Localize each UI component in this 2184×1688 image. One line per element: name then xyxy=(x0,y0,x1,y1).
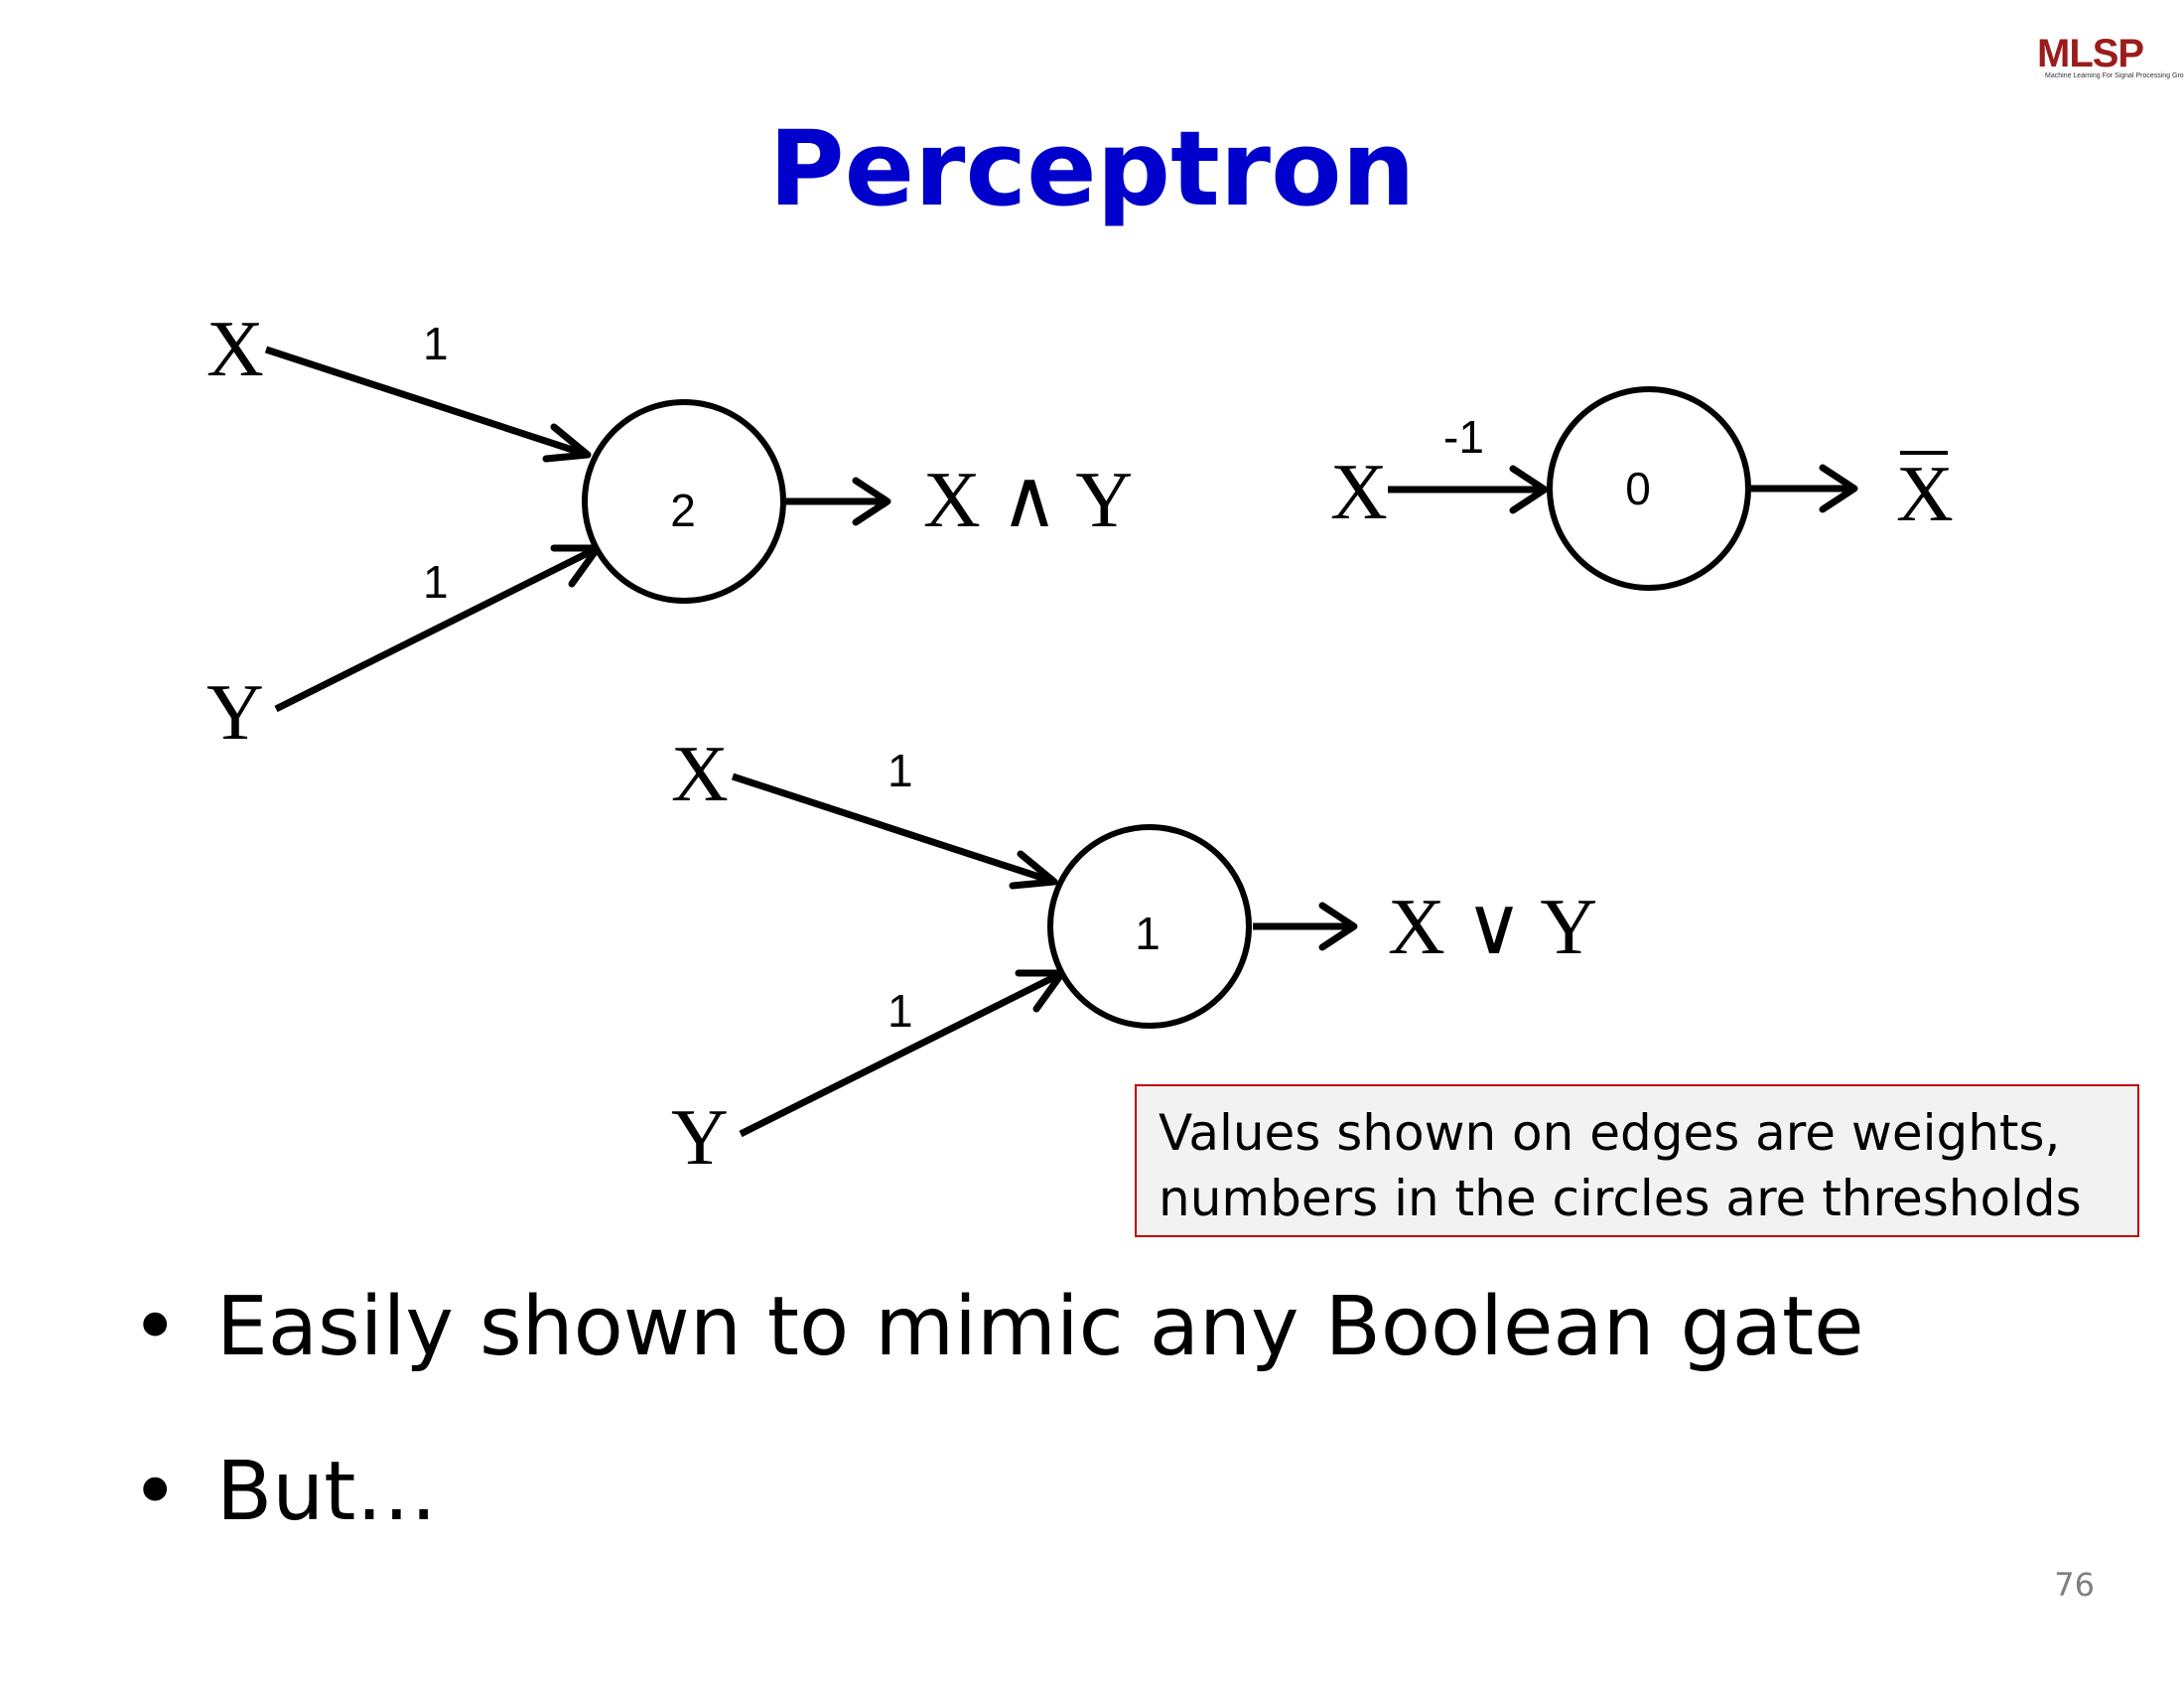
not-output-label: X xyxy=(1896,451,1954,538)
bullet-item: • Easily shown to mimic any Boolean gate xyxy=(129,1273,1864,1382)
page-number: 76 xyxy=(2054,1566,2095,1604)
or-weight-x: 1 xyxy=(887,745,913,796)
slide-title: Perceptron xyxy=(768,108,1416,229)
or-threshold-value: 1 xyxy=(1135,908,1160,959)
bullet-item: • But… xyxy=(129,1438,1864,1547)
or-edge-x xyxy=(731,773,1056,886)
logo-text: MLSP xyxy=(2037,32,2144,75)
legend-note: Values shown on edges are weights, numbe… xyxy=(1135,1084,2139,1237)
bullet-marker: • xyxy=(131,1445,180,1539)
and-threshold-node xyxy=(582,399,786,604)
and-weight-x: 1 xyxy=(423,318,449,369)
note-line-2: numbers in the circles are thresholds xyxy=(1159,1170,2082,1227)
or-output-label: X ∨ Y xyxy=(1388,884,1597,971)
not-weight-x: -1 xyxy=(1443,411,1484,463)
and-input-y-label: Y xyxy=(206,669,264,757)
bullet-text: But… xyxy=(216,1445,438,1539)
and-edge-y xyxy=(274,544,600,713)
and-threshold-value: 2 xyxy=(670,485,696,536)
not-threshold-node xyxy=(1547,386,1751,591)
or-gate-diagram: X Y 1 1 1 X ∨ Y xyxy=(671,731,1597,1182)
and-edge-x xyxy=(264,346,590,459)
logo-subtitle: Machine Learning For Signal Processing G… xyxy=(2045,72,2184,79)
not-threshold-value: 0 xyxy=(1625,463,1651,514)
and-output-label: X ∧ Y xyxy=(923,457,1133,544)
and-weight-y: 1 xyxy=(423,556,449,608)
not-input-x-label: X xyxy=(1330,449,1388,536)
note-line-1: Values shown on edges are weights, xyxy=(1159,1104,2061,1162)
not-output-arrowhead xyxy=(1819,464,1858,513)
and-gate-diagram: X Y 1 1 2 X ∧ Y xyxy=(206,306,1133,757)
and-input-x-label: X xyxy=(206,306,264,393)
bullet-text: Easily shown to mimic any Boolean gate xyxy=(216,1280,1864,1374)
or-output-arrowhead xyxy=(1318,902,1358,951)
and-output-arrowhead xyxy=(852,477,891,526)
not-edge-x-arrowhead xyxy=(1509,465,1549,514)
or-input-y-label: Y xyxy=(671,1094,729,1182)
or-edge-y xyxy=(739,969,1064,1138)
not-gate-diagram: X -1 0 X xyxy=(1330,386,1954,591)
bullet-list: • Easily shown to mimic any Boolean gate… xyxy=(129,1273,1864,1547)
and-edge-x-arrowhead xyxy=(542,423,592,463)
or-input-x-label: X xyxy=(671,731,729,818)
or-threshold-node xyxy=(1047,824,1252,1029)
or-weight-y: 1 xyxy=(887,985,913,1037)
mlsp-logo: MLSP Machine Learning For Signal Process… xyxy=(2037,32,2184,81)
bullet-marker: • xyxy=(131,1280,180,1374)
or-edge-x-arrowhead xyxy=(1009,850,1058,890)
